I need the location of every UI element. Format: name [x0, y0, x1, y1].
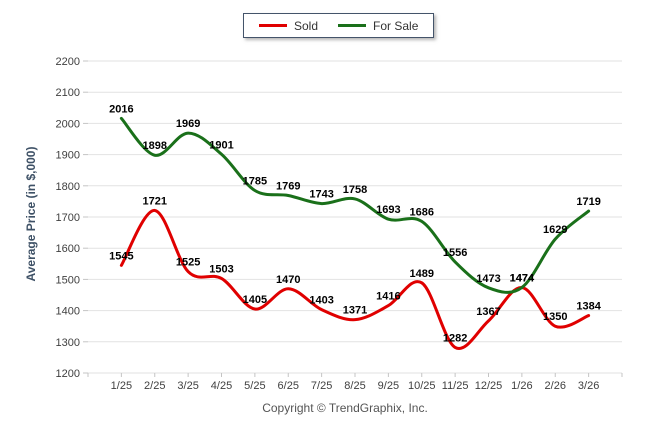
y-tick-label: 2000	[56, 118, 80, 130]
x-tick-label: 2/25	[144, 380, 165, 392]
data-label: 1503	[209, 263, 233, 275]
data-label: 1721	[143, 195, 167, 207]
data-label: 1686	[410, 206, 434, 218]
x-tick-label: 9/25	[378, 380, 399, 392]
y-tick-label: 2100	[56, 87, 80, 99]
legend-label-sold: Sold	[294, 18, 319, 33]
data-label: 1405	[243, 294, 267, 306]
data-label: 1403	[309, 295, 333, 307]
x-tick-label: 3/25	[177, 380, 198, 392]
data-label: 2016	[109, 103, 133, 115]
legend-item-for-sale[interactable]: For Sale	[338, 19, 418, 33]
x-tick-label: 7/25	[311, 380, 332, 392]
data-label: 1282	[443, 332, 467, 344]
data-label: 1474	[510, 273, 535, 285]
data-label: 1898	[143, 140, 167, 152]
data-label: 1719	[576, 196, 600, 208]
legend: Sold For Sale	[243, 13, 435, 38]
data-label: 1371	[343, 305, 367, 317]
y-tick-label: 1200	[56, 368, 80, 380]
for-sale-line-swatch	[338, 24, 367, 27]
data-label: 1743	[309, 189, 333, 201]
data-label: 1474	[510, 273, 535, 285]
data-label: 1901	[209, 139, 233, 151]
y-tick-label: 1400	[56, 306, 80, 318]
x-tick-label: 3/26	[578, 380, 599, 392]
x-tick-label: 1/26	[511, 380, 532, 392]
x-tick-label: 4/25	[211, 380, 232, 392]
legend-item-sold[interactable]: Sold	[259, 19, 318, 33]
data-label: 1785	[243, 175, 267, 187]
data-label: 1556	[443, 247, 467, 259]
data-label: 1384	[576, 301, 601, 313]
y-tick-label: 1300	[56, 337, 80, 349]
x-tick-label: 11/25	[442, 380, 469, 392]
series-line-sold	[119, 208, 591, 350]
y-tick-label: 1700	[56, 212, 80, 224]
x-tick-label: 12/25	[475, 380, 503, 392]
y-tick-label: 2200	[56, 56, 80, 68]
x-tick-label: 8/25	[344, 380, 365, 392]
data-label: 1693	[376, 204, 400, 216]
y-tick-label: 1800	[56, 181, 80, 193]
data-label: 1416	[376, 291, 400, 303]
data-label: 1769	[276, 180, 300, 192]
data-label: 1629	[543, 224, 567, 236]
sold-line-swatch	[259, 24, 287, 27]
copyright-text: Copyright © TrendGraphix, Inc.	[262, 401, 428, 415]
data-label: 1470	[276, 274, 300, 286]
x-tick-label: 1/25	[111, 380, 132, 392]
data-label: 1969	[176, 118, 200, 130]
data-label: 1758	[343, 184, 367, 196]
data-label: 1367	[476, 306, 500, 318]
x-tick-label: 6/25	[278, 380, 299, 392]
series-line-for-sale	[119, 116, 591, 294]
y-tick-label: 1500	[56, 274, 80, 286]
y-axis-title: Average Price (in $,000)	[24, 146, 38, 282]
y-tick-label: 1900	[56, 150, 80, 162]
data-label: 1525	[176, 257, 200, 269]
data-label: 1350	[543, 311, 567, 323]
x-tick-label: 2/26	[545, 380, 566, 392]
data-label: 1489	[410, 268, 434, 280]
data-label: 1545	[109, 250, 133, 262]
y-tick-label: 1600	[56, 243, 80, 255]
x-tick-label: 10/25	[408, 380, 436, 392]
data-label: 1473	[476, 273, 500, 285]
x-tick-label: 5/25	[244, 380, 265, 392]
legend-label-for-sale: For Sale	[373, 18, 419, 33]
